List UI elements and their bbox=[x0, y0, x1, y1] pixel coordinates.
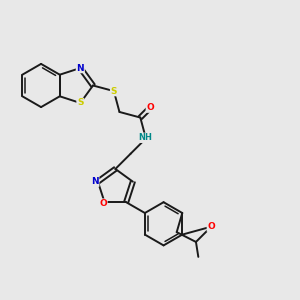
Text: N: N bbox=[76, 64, 84, 73]
Text: O: O bbox=[99, 199, 107, 208]
Text: S: S bbox=[77, 98, 84, 107]
Text: S: S bbox=[111, 87, 117, 96]
Text: O: O bbox=[207, 222, 215, 231]
Text: O: O bbox=[146, 103, 154, 112]
Text: N: N bbox=[91, 177, 99, 186]
Text: NH: NH bbox=[138, 133, 152, 142]
